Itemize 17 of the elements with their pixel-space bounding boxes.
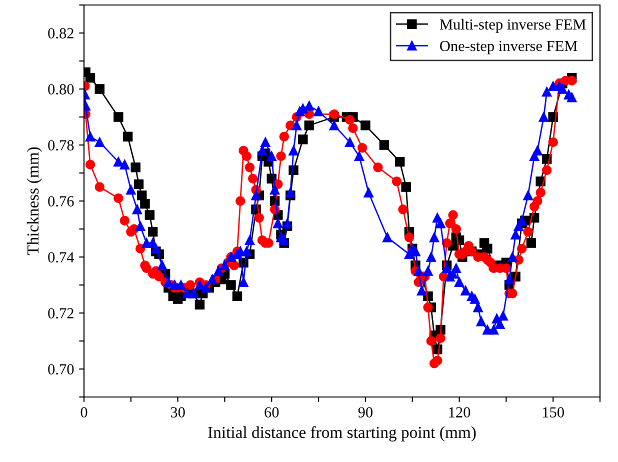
legend-label: One-step inverse FEM — [440, 40, 578, 54]
y-tick-label: 0.82 — [48, 28, 74, 39]
y-tick-label: 0.72 — [48, 308, 74, 319]
x-tick-label: 90 — [358, 407, 373, 418]
y-tick-label: 0.74 — [48, 252, 74, 263]
x-tick-label: 60 — [264, 407, 279, 418]
legend-label: Multi-step inverse FEM — [440, 18, 586, 33]
x-tick-label: 30 — [170, 407, 185, 418]
x-axis-title: Initial distance from starting point (mm) — [208, 426, 476, 442]
x-tick-label: 0 — [80, 407, 88, 418]
x-tick-label: 120 — [449, 407, 470, 418]
x-tick-label: 150 — [542, 407, 564, 418]
y-tick-label: 0.80 — [48, 84, 74, 95]
y-tick-label: 0.78 — [48, 140, 74, 151]
y-axis-title: Thickness (mm) — [26, 147, 42, 256]
y-tick-label: 0.76 — [48, 196, 74, 207]
y-tick-label: 0.70 — [48, 364, 74, 375]
